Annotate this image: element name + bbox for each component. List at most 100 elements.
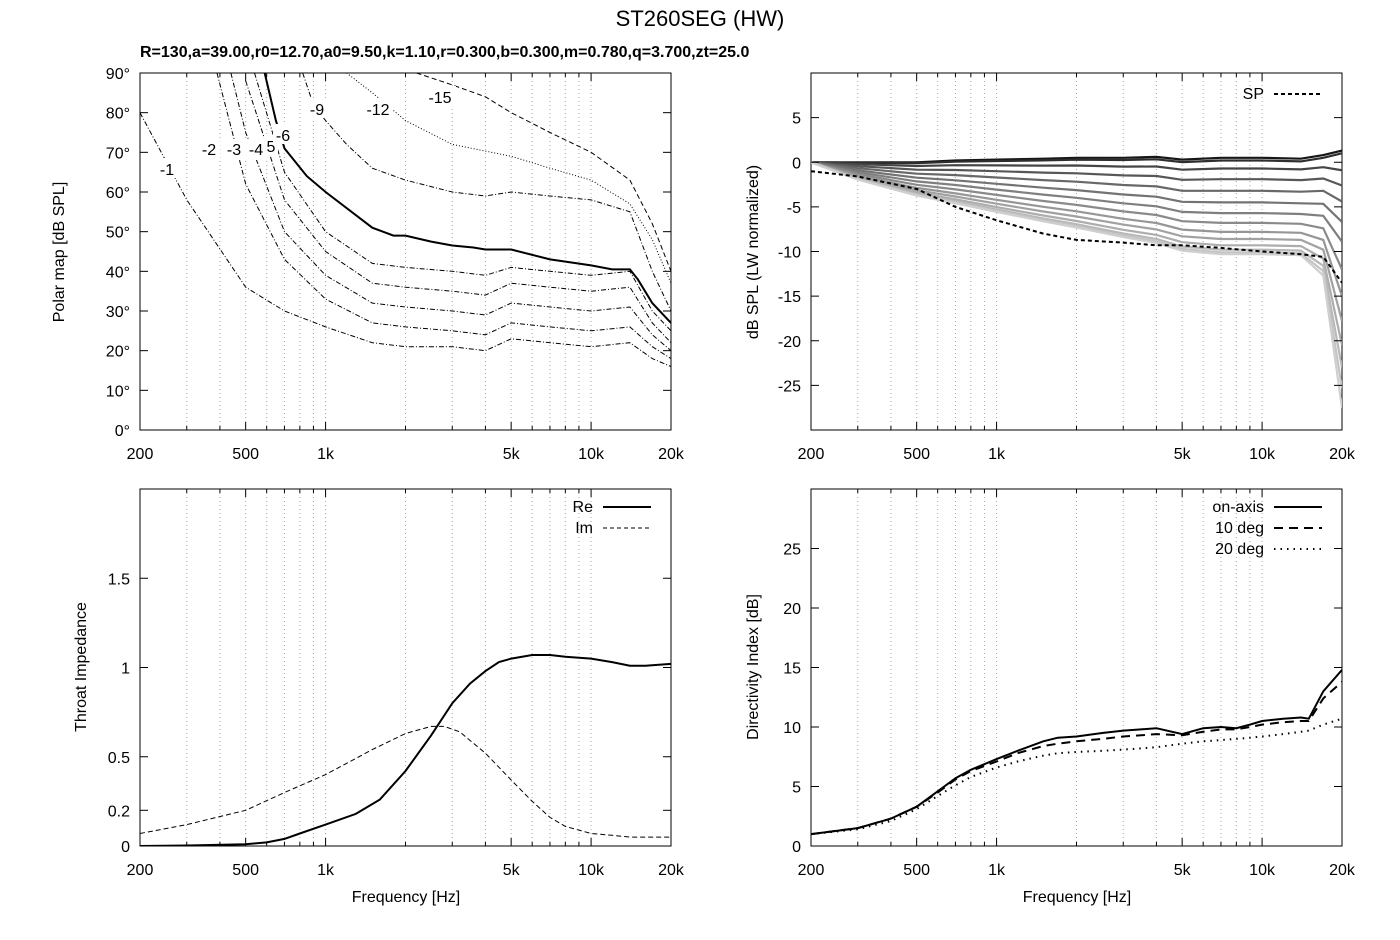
di-y-ticks: 0 5 10 15 20 25 — [783, 542, 1342, 856]
contour-label: -3 — [227, 142, 241, 159]
di-series-20deg — [811, 717, 1342, 836]
polar-map-panel: 200 500 1k 5k 10k 20k 0° 10° 20° 30° 40° 50° 60° 70°… — [51, 66, 685, 463]
polar-series-1 — [140, 112, 671, 367]
impedance-y-tick-label: 1.5 — [108, 571, 130, 588]
contour-label: -9 — [310, 102, 324, 119]
polar-y-tick-label: 0° — [115, 423, 130, 440]
contour-label: -4 — [249, 142, 263, 159]
spl-y-tick-label: -15 — [778, 289, 801, 306]
impedance-series — [140, 654, 671, 846]
impedance-x-tick-label: 200 — [127, 862, 154, 879]
di-legend: on-axis 10 deg 20 deg — [1212, 499, 1322, 558]
impedance-panel: 200 500 1k 5k 10k 20k 0 0.2 0.5 1 1.5 Throat Impe… — [73, 488, 685, 906]
impedance-x-tick-label: 10k — [578, 862, 605, 879]
polar-x-ticks: 200 500 1k 5k 10k 20k — [127, 73, 685, 463]
polar-x-tick-label: 5k — [503, 446, 521, 463]
polar-y-tick-label: 20° — [106, 344, 130, 361]
impedance-plot-frame — [139, 488, 672, 847]
di-x-ticks: 200 500 1k 5k 10k 20k — [798, 489, 1356, 879]
contour-label: -15 — [428, 90, 451, 107]
di-y-label: Directivity Index [dB] — [745, 594, 762, 740]
contour-label: -12 — [366, 102, 389, 119]
di-x-tick-label: 20k — [1329, 862, 1356, 879]
polar-y-tick-label: 30° — [106, 304, 130, 321]
params-line: R=130,a=39.00,r0=12.70,a0=9.50,k=1.10,r=… — [140, 44, 750, 61]
di-x-label: Frequency [Hz] — [1023, 889, 1131, 906]
spl-y-tick-label: -25 — [778, 378, 801, 395]
di-series-10deg — [811, 681, 1342, 836]
impedance-y-ticks: 0 0.2 0.5 1 1.5 — [108, 571, 671, 856]
contour-label-bg — [363, 98, 393, 118]
legend-label-re: Re — [573, 499, 594, 516]
legend-label-onaxis: on-axis — [1212, 499, 1264, 516]
polar-y-tick-label: 50° — [106, 225, 130, 242]
polar-y-ticks: 0° 10° 20° 30° 40° 50° 60° 70° 80° 90° — [106, 66, 671, 440]
contour-label: -6 — [276, 128, 290, 145]
spl-x-tick-label: 500 — [903, 446, 930, 463]
spl-angle-curve — [811, 161, 1342, 408]
di-grid — [857, 489, 1263, 846]
spl-x-tick-label: 10k — [1249, 446, 1276, 463]
spl-angle-curve — [811, 152, 1342, 165]
polar-y-tick-label: 80° — [106, 106, 130, 123]
contour-label: -1 — [160, 162, 174, 179]
polar-series-6 — [263, 73, 671, 324]
polar-y-tick-label: 90° — [106, 66, 130, 83]
impedance-x-tick-label: 1k — [317, 862, 335, 879]
spl-angle-curve — [811, 161, 1342, 270]
di-series — [811, 669, 1342, 836]
spl-angle-curve — [811, 161, 1342, 172]
impedance-x-label: Frequency [Hz] — [352, 889, 460, 906]
spl-x-tick-label: 20k — [1329, 446, 1356, 463]
contour-label-bg — [156, 158, 178, 178]
polar-series-5 — [254, 73, 671, 332]
impedance-grid — [186, 489, 592, 846]
spl-series-SP — [811, 170, 1342, 284]
spl-angle-curve — [811, 161, 1342, 243]
di-x-tick-label: 1k — [988, 862, 1006, 879]
contour-label-bg — [198, 140, 220, 160]
polar-contour-labels: -1 -2 -3 -4 5 -6 -9 -12 -15 — [156, 86, 456, 179]
polar-y-tick-label: 40° — [106, 264, 130, 281]
contour-label: -2 — [202, 142, 216, 159]
spl-y-tick-label: 0 — [792, 155, 801, 172]
impedance-x-tick-label: 5k — [503, 862, 521, 879]
contour-label-bg — [305, 98, 329, 118]
contour-label-bg — [223, 140, 245, 160]
impedance-x-tick-label: 20k — [658, 862, 685, 879]
polar-series-9 — [302, 73, 671, 312]
polar-x-tick-label: 200 — [127, 446, 154, 463]
di-x-tick-label: 200 — [798, 862, 825, 879]
polar-series-4 — [245, 80, 671, 344]
spl-angle-curve — [811, 161, 1342, 223]
polar-series-3 — [230, 73, 671, 352]
spl-angle-curve — [811, 161, 1342, 297]
polar-series-2 — [216, 73, 671, 360]
impedance-legend: Re Im — [573, 499, 651, 537]
impedance-y-tick-label: 0 — [121, 839, 130, 856]
di-x-tick-label: 10k — [1249, 862, 1276, 879]
spl-y-tick-label: -5 — [787, 200, 801, 217]
spl-series — [811, 149, 1342, 408]
contour-label-bg — [273, 124, 295, 144]
spl-y-label: dB SPL (LW normalized) — [745, 165, 762, 339]
spl-panel: 200 500 1k 5k 10k 20k -25 -20 -15 -10 -5 0 5 dB SPL… — [745, 72, 1356, 463]
directivity-panel: 200 500 1k 5k 10k 20k 0 5 10 15 20 25 Directivity … — [745, 488, 1356, 906]
di-x-tick-label: 5k — [1174, 862, 1192, 879]
polar-y-tick-label: 60° — [106, 185, 130, 202]
impedance-series-Re — [140, 654, 671, 846]
legend-label-20deg: 20 deg — [1215, 541, 1264, 558]
polar-grid — [186, 73, 592, 430]
polar-x-tick-label: 20k — [658, 446, 685, 463]
legend-label-sp: SP — [1243, 86, 1264, 103]
di-y-tick-label: 20 — [783, 601, 801, 618]
polar-series-15 — [416, 73, 671, 272]
impedance-y-tick-label: 0.5 — [108, 750, 130, 767]
polar-x-tick-label: 10k — [578, 446, 605, 463]
polar-y-tick-label: 10° — [106, 383, 130, 400]
spl-x-ticks: 200 500 1k 5k 10k 20k — [798, 73, 1356, 463]
spl-y-tick-label: -20 — [778, 334, 801, 351]
polar-y-label: Polar map [dB SPL] — [51, 182, 68, 323]
impedance-y-tick-label: 0.2 — [108, 803, 130, 820]
polar-plot-frame — [139, 72, 672, 431]
